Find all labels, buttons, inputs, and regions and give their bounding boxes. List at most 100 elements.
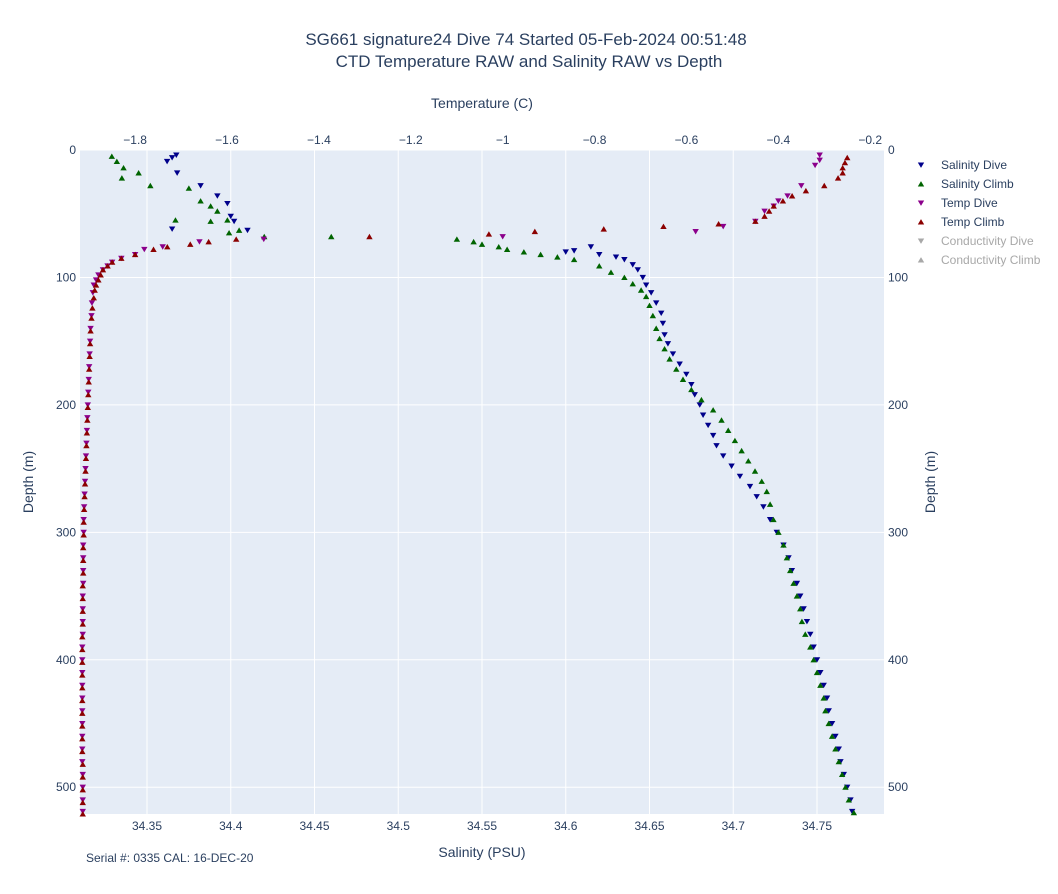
data-point [95, 277, 102, 283]
data-point [629, 262, 636, 268]
data-point [79, 710, 86, 716]
data-point [503, 246, 511, 252]
data-point [751, 468, 759, 474]
data-point [596, 251, 603, 258]
data-point [80, 544, 87, 551]
data-point [688, 381, 695, 388]
data-point [79, 646, 86, 653]
salinity-tick-label: 34.4 [219, 819, 243, 833]
data-point [817, 669, 824, 676]
data-point [168, 155, 176, 161]
data-point [90, 294, 97, 301]
data-point [173, 152, 180, 158]
data-point [766, 501, 774, 507]
data-point [499, 234, 506, 240]
left-axis-title: Depth (m) [20, 451, 36, 513]
data-point [187, 241, 194, 247]
data-point [85, 379, 92, 385]
legend-label: Temp Climb [941, 215, 1005, 229]
temperature-tick-label: −0.4 [766, 133, 790, 147]
bottom-axis-title: Salinity (PSU) [438, 844, 525, 860]
data-point [621, 274, 628, 281]
data-point [587, 244, 595, 250]
data-point [244, 227, 251, 234]
depth-tick-label-right: 0 [888, 143, 895, 157]
series-temp-climb [79, 154, 851, 817]
data-point [260, 236, 267, 243]
data-point [745, 458, 752, 464]
depth-tick-label-right: 300 [888, 525, 908, 539]
data-point [79, 786, 86, 793]
data-point [692, 229, 699, 235]
data-point [832, 733, 839, 740]
data-point [790, 580, 797, 586]
legend-item-salinity-climb[interactable]: Salinity Climb [917, 177, 1014, 191]
data-point [470, 238, 477, 245]
salinity-tick-label: 34.6 [554, 819, 578, 833]
data-point [802, 187, 810, 194]
data-point [453, 236, 461, 242]
legend-item-temp-dive[interactable]: Temp Dive [917, 196, 998, 210]
data-point [629, 280, 636, 287]
data-point [485, 231, 493, 237]
data-point [108, 153, 116, 159]
axis-ticks: 34.35 34.4 34.45 34.5 34.55 34.6 34.65 34.7 34.7… [56, 133, 908, 833]
data-point [607, 269, 615, 275]
data-point [621, 257, 628, 263]
legend[interactable]: Salinity Dive Salinity Climb Temp Dive Temp… [917, 158, 1041, 267]
legend-marker-icon [917, 162, 925, 168]
legend-label: Conductivity Dive [941, 234, 1034, 248]
data-point [842, 784, 849, 790]
data-point [766, 517, 774, 523]
data-point [803, 618, 811, 625]
depth-tick-label-right: 200 [888, 398, 908, 412]
data-point [214, 193, 221, 199]
data-point [669, 351, 677, 357]
serial-cal-footer: Serial #: 0335 CAL: 16-DEC-20 [86, 851, 254, 865]
data-point [673, 366, 680, 372]
data-point [163, 158, 171, 165]
data-point [97, 272, 104, 278]
data-point [715, 221, 722, 227]
data-point [813, 669, 821, 676]
data-point [653, 325, 660, 331]
right-axis-title: Depth (m) [922, 451, 938, 513]
data-point [807, 631, 814, 638]
data-point [86, 340, 94, 347]
data-point [235, 227, 243, 233]
data-point [788, 193, 796, 199]
data-point [79, 697, 86, 704]
legend-item-salinity-dive[interactable]: Salinity Dive [917, 158, 1008, 172]
legend-item-temp-climb[interactable]: Temp Climb [917, 215, 1005, 229]
data-point [787, 567, 794, 574]
data-point [135, 170, 142, 176]
salinity-tick-label: 34.35 [132, 819, 162, 833]
depth-tick-label-right: 500 [888, 780, 908, 794]
data-point [688, 386, 695, 393]
data-point [80, 506, 88, 512]
salinity-tick-label: 34.75 [802, 819, 832, 833]
data-point [637, 287, 645, 293]
data-point [118, 175, 126, 181]
depth-tick-label-left: 500 [56, 780, 76, 794]
data-point [88, 300, 96, 306]
data-point [84, 417, 91, 423]
data-point [770, 516, 777, 523]
data-point [784, 193, 791, 199]
legend-marker-icon [917, 219, 925, 225]
data-point [81, 493, 88, 500]
data-point [845, 797, 853, 803]
data-point [758, 478, 765, 484]
salinity-tick-label: 34.65 [634, 819, 664, 833]
data-point [720, 223, 727, 230]
data-point [79, 582, 86, 589]
legend-item-conductivity-dive[interactable]: Conductivity Dive [917, 234, 1034, 248]
data-point [172, 217, 179, 223]
data-point [728, 463, 735, 469]
grid-lines [80, 149, 884, 814]
data-point [207, 218, 214, 224]
data-point [600, 226, 607, 232]
legend-item-conductivity-climb[interactable]: Conductivity Climb [917, 253, 1041, 267]
data-point [495, 243, 502, 250]
series-salinity-climb [108, 153, 858, 816]
